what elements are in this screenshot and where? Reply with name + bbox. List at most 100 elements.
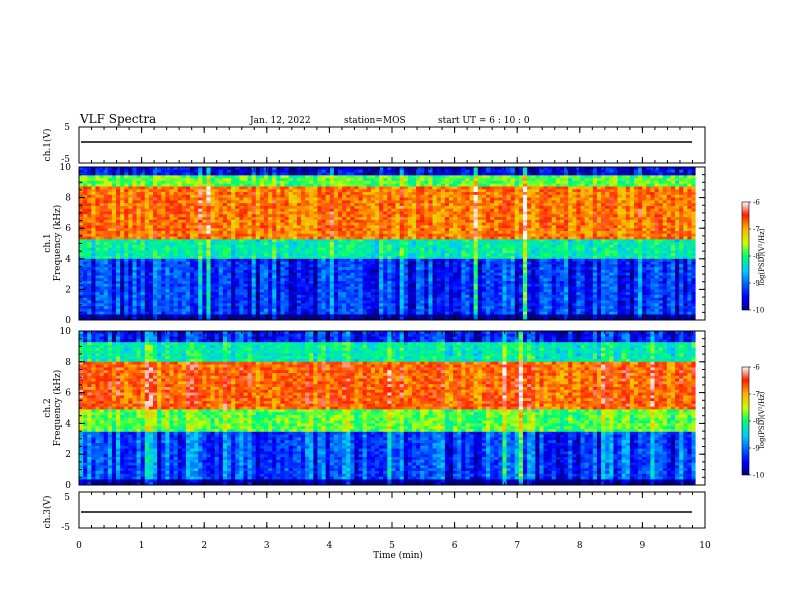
spectrogram-cell (268, 239, 273, 243)
spectrogram-cell (498, 203, 503, 207)
spectrogram-cell (79, 200, 84, 204)
spectrogram-cell (333, 175, 339, 179)
spectrogram-cell (169, 244, 174, 249)
spectrogram-cell (666, 175, 672, 179)
spectrogram-cell (300, 242, 306, 246)
spectrogram-cell (194, 225, 199, 229)
spectrogram-cell (535, 217, 540, 221)
spectrogram-cell (457, 205, 462, 210)
spectrogram-cell (642, 194, 647, 198)
spectrogram-cell (407, 217, 413, 221)
spectrogram-cell (350, 256, 355, 260)
spectrogram-cell (411, 203, 417, 207)
spectrogram-cell (666, 192, 672, 196)
spectrogram-cell (214, 253, 220, 257)
spectrogram-cell (379, 208, 384, 212)
spectrogram-cell (325, 183, 331, 187)
spectrogram-cell (198, 211, 203, 215)
spectrogram-cell (658, 189, 664, 193)
spectrogram-cell (218, 230, 224, 235)
spectrogram-cell (543, 228, 549, 232)
spectrogram-cell (272, 192, 277, 196)
spectrogram-cell (522, 194, 528, 198)
spectrogram-cell (662, 214, 668, 218)
spectrogram-cell (317, 178, 322, 182)
spectrogram-cell (522, 230, 528, 235)
spectrogram-cell (448, 253, 454, 257)
spectrogram-cell (584, 169, 590, 173)
spectrogram-cell (617, 180, 623, 185)
spectrogram-cell (650, 167, 655, 171)
spectrogram-cell (584, 172, 590, 176)
spectrogram-cell (613, 169, 618, 173)
spectrogram-cell (675, 244, 680, 249)
spectrogram-cell (280, 219, 285, 224)
spectrogram-cell (461, 175, 466, 179)
spectrogram-cell (111, 244, 117, 249)
spectrogram-cell (206, 217, 211, 221)
spectrogram-cell (547, 203, 553, 207)
spectrogram-cell (527, 247, 532, 251)
spectrogram-cell (416, 222, 421, 226)
spectrogram-cell (461, 183, 466, 187)
spectrogram-cell (547, 189, 553, 193)
spectrogram-cell (120, 192, 125, 196)
spectrogram-cell (366, 175, 372, 179)
spectrogram-cell (120, 211, 125, 215)
spectrogram-cell (650, 197, 655, 201)
spectrogram-cell (235, 183, 240, 187)
spectrogram-cell (601, 217, 606, 221)
spectrogram-cell (691, 242, 697, 246)
spectrogram-cell (613, 197, 618, 201)
spectrogram-cell (601, 244, 606, 249)
spectrogram-cell (276, 236, 281, 240)
spectrogram-cell (584, 219, 590, 224)
spectrogram-cell (83, 192, 88, 196)
spectrogram-cell (457, 189, 462, 193)
spectrogram-cell (555, 197, 561, 201)
spectrogram-cell (642, 250, 647, 254)
spectrogram-cell (395, 189, 401, 193)
spectrogram-cell (457, 225, 462, 229)
spectrogram-cell (284, 228, 290, 232)
spectrogram-cell (325, 219, 331, 224)
spectrogram-cell (366, 256, 372, 260)
spectrogram-cell (198, 183, 203, 187)
spectrogram-cell (613, 194, 618, 198)
spectrogram-cell (551, 192, 557, 196)
spectrogram-cell (440, 244, 446, 249)
spectrogram-cell (169, 230, 174, 235)
spectrogram-cell (666, 197, 672, 201)
spectrogram-cell (321, 230, 327, 235)
spectrogram-cell (206, 219, 211, 224)
spectrogram-cell (691, 225, 697, 229)
spectrogram-cell (79, 175, 84, 179)
spectrogram-cell (87, 258, 92, 262)
spectrogram-cell (239, 197, 244, 201)
spectrogram-cell (346, 175, 351, 179)
spectrogram-cell (596, 219, 602, 224)
spectrogram-cell (95, 167, 100, 171)
spectrogram-cell (280, 244, 285, 249)
spectrogram-cell (502, 219, 507, 224)
spectrogram-cell (399, 253, 405, 257)
spectrogram-cell (609, 244, 614, 249)
spectrogram-cell (481, 183, 487, 187)
spectrogram-cell (621, 244, 627, 249)
spectrogram-cell (539, 194, 544, 198)
spectrogram-cell (588, 167, 594, 171)
spectrogram-cell (116, 230, 121, 235)
spectrogram-cell (111, 250, 117, 254)
spectrogram-cell (666, 247, 672, 251)
spectrogram-cell (231, 192, 236, 196)
spectrogram-cell (111, 233, 117, 237)
spectrogram-cell (518, 186, 524, 190)
spectrogram-cell (465, 167, 470, 171)
spectrogram-cell (666, 228, 672, 232)
spectrogram-cell (83, 239, 88, 243)
spectrogram-cell (596, 244, 602, 249)
spectrogram-cell (317, 236, 322, 240)
spectrogram-cell (103, 203, 109, 207)
spectrogram-cell (638, 217, 643, 221)
spectrogram-cell (120, 253, 125, 257)
